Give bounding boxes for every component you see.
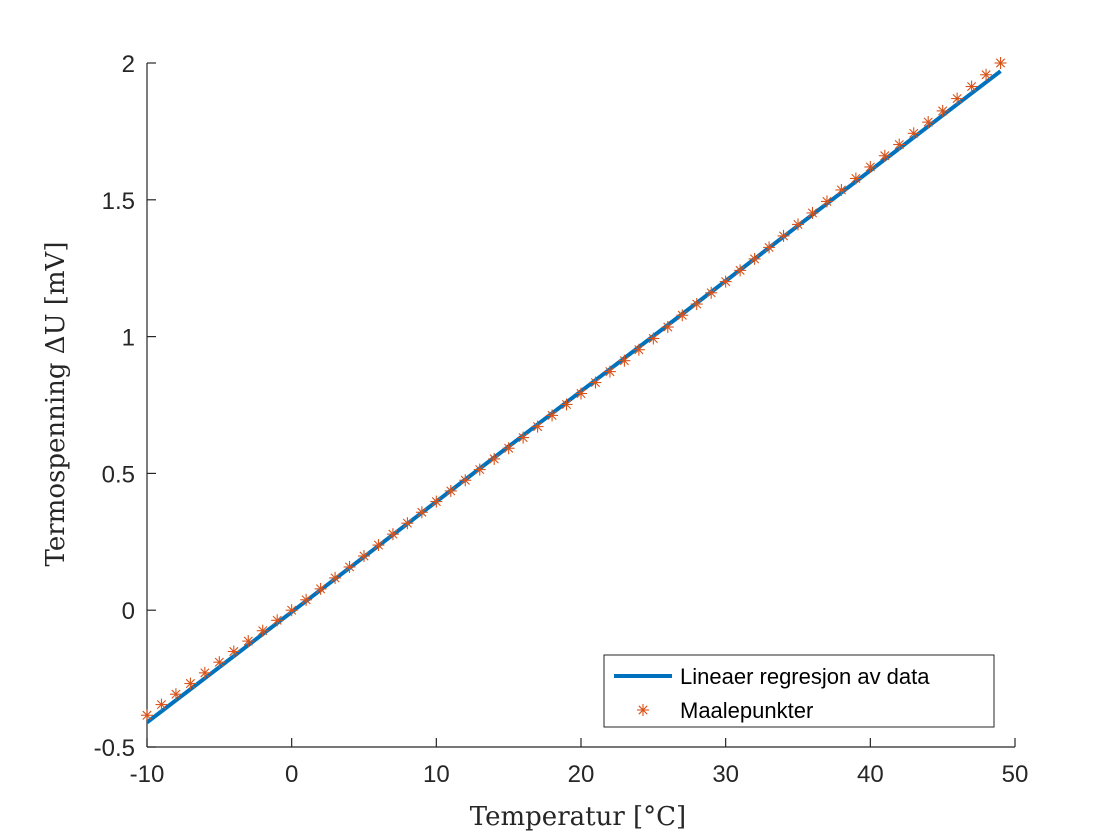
data-point: [951, 92, 964, 105]
data-point: [155, 698, 168, 711]
x-axis-title: Temperatur [°C]: [470, 802, 686, 832]
data-point: [705, 286, 718, 299]
y-axis-title: Termospenning ΔU [mV]: [41, 242, 71, 567]
data-point: [285, 604, 298, 617]
data-point: [820, 195, 833, 208]
data-point: [589, 376, 602, 389]
data-point: [256, 624, 269, 637]
data-point: [227, 645, 240, 658]
axes: -10 0 10 20 30 40 50 -0.5 0 0.5 1 1.5 2: [94, 51, 1029, 788]
data-point: [632, 343, 645, 356]
data-point: [748, 252, 761, 265]
data-point: [864, 160, 877, 173]
data-point: [502, 442, 515, 455]
data-point: [343, 560, 356, 573]
data-point: [372, 539, 385, 552]
data-point: [994, 57, 1007, 69]
data-point: [430, 495, 443, 508]
y-tick-label: 0.5: [102, 461, 135, 488]
data-point: [415, 506, 428, 519]
data-point: [531, 420, 544, 433]
data-point: [647, 332, 660, 345]
data-point: [777, 229, 790, 242]
data-point: [184, 677, 197, 690]
data-point: [459, 474, 472, 487]
data-point: [198, 666, 211, 679]
data-point: [603, 365, 616, 378]
data-point: [676, 309, 689, 322]
data-point: [806, 206, 819, 219]
plot-area: [141, 57, 1007, 724]
data-point: [965, 80, 978, 93]
data-point: [618, 354, 631, 367]
y-tick-label: 0: [122, 598, 135, 625]
legend: Lineaer regresjon av data Maalepunkter: [603, 654, 995, 728]
data-point: [314, 582, 327, 595]
data-point: [329, 571, 342, 584]
regression-line: [145, 69, 1002, 724]
data-point: [575, 387, 587, 400]
legend-marker-sample: [637, 704, 649, 716]
data-point: [473, 463, 486, 476]
data-point: [401, 517, 414, 530]
data-point: [849, 172, 862, 185]
data-point: [792, 218, 804, 231]
y-tick-label: 1: [122, 325, 135, 352]
data-point: [358, 550, 370, 563]
data-point: [300, 593, 313, 606]
legend-label-regression: Lineaer regresjon av data: [680, 664, 930, 689]
y-tick-label: -0.5: [94, 735, 135, 762]
data-point: [242, 635, 255, 648]
data-point: [488, 452, 501, 465]
x-tick-label: 10: [423, 761, 450, 788]
data-point: [271, 614, 284, 627]
data-point: [546, 409, 559, 422]
data-point: [763, 241, 776, 254]
y-tick-label: 1.5: [102, 188, 135, 215]
data-point: [922, 116, 935, 129]
legend-box: [603, 654, 995, 728]
data-point: [878, 149, 891, 162]
x-tick-label: 50: [1002, 761, 1029, 788]
data-point: [936, 104, 949, 117]
data-point: [517, 431, 530, 444]
data-point: [734, 264, 747, 277]
data-point: [893, 138, 906, 151]
x-tick-label: 40: [857, 761, 884, 788]
x-tick-label: 30: [712, 761, 739, 788]
data-point: [444, 484, 457, 497]
data-point: [169, 688, 182, 701]
data-point: [690, 298, 703, 311]
legend-label-points: Maalepunkter: [680, 698, 813, 723]
x-tick-label: 20: [568, 761, 595, 788]
x-tick-label: 0: [285, 761, 298, 788]
legend-asterisk-icon: [637, 704, 649, 716]
data-point: [213, 656, 226, 669]
data-point: [835, 183, 848, 196]
data-point: [386, 528, 399, 541]
data-point: [980, 68, 993, 81]
data-point: [661, 321, 674, 334]
data-point: [560, 398, 573, 411]
data-point: [907, 127, 920, 140]
data-point: [719, 275, 732, 288]
data-point: [141, 709, 153, 722]
x-tick-label: -10: [130, 761, 165, 788]
y-tick-label: 2: [122, 51, 135, 78]
